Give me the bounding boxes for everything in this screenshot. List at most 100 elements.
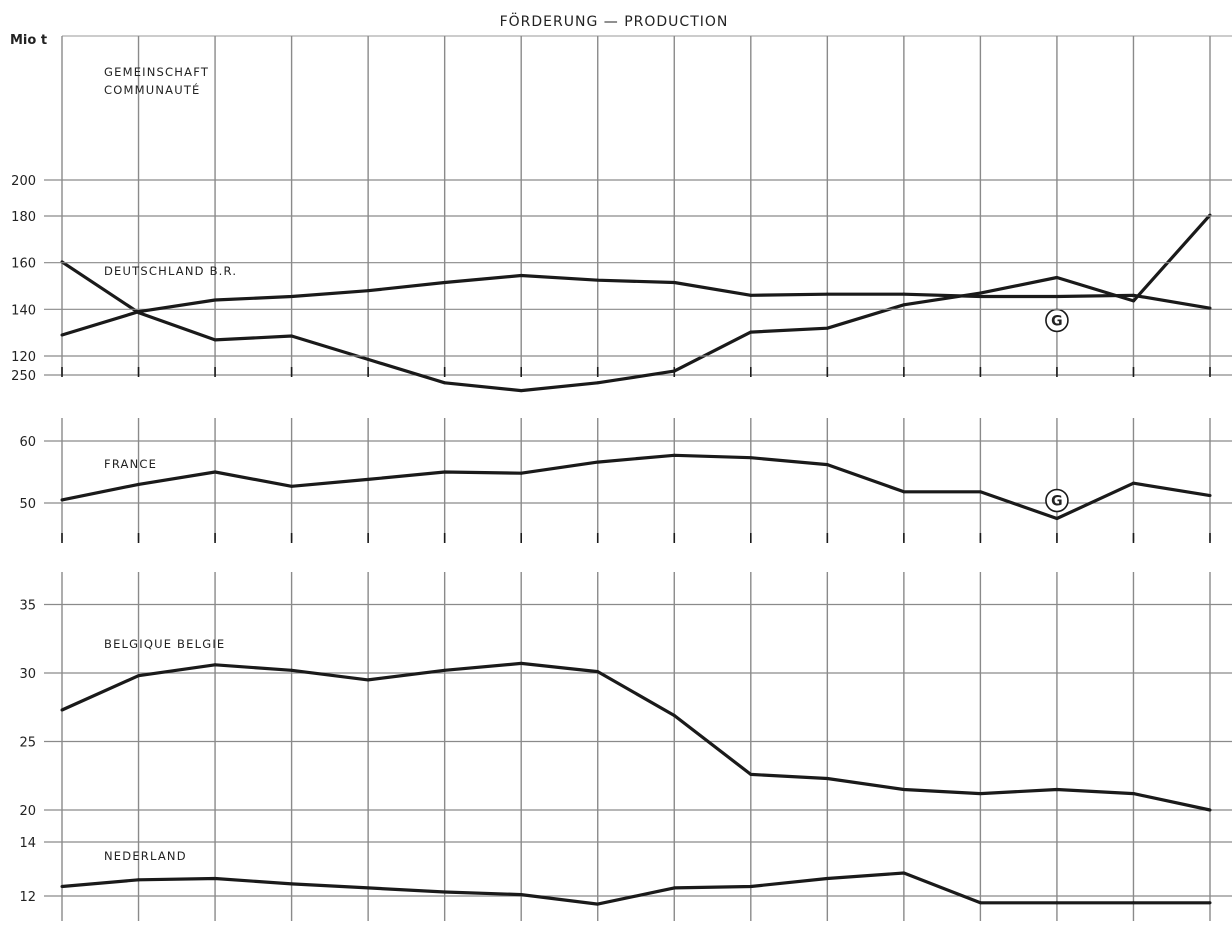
data-point — [213, 338, 217, 342]
data-point — [137, 878, 141, 882]
series-line — [61, 661, 1211, 812]
series-line — [61, 214, 1212, 393]
data-point — [902, 292, 906, 296]
panel-label: COMMUNAUTÉ — [104, 82, 201, 97]
data-point — [137, 310, 141, 314]
data-point — [519, 389, 523, 393]
data-point — [366, 678, 370, 682]
data-point — [1208, 494, 1212, 498]
data-point — [213, 876, 217, 880]
series-line — [61, 453, 1211, 521]
data-point — [978, 490, 982, 494]
panel-3: 50 60 FRANCE G — [19, 435, 1232, 543]
data-point — [290, 295, 294, 298]
data-point — [60, 498, 64, 502]
data-point — [443, 668, 447, 672]
chart-title: FÖRDERUNG — PRODUCTION — [500, 12, 729, 30]
data-point — [749, 456, 753, 460]
data-point — [366, 289, 370, 293]
data-point — [519, 893, 523, 897]
data-point — [902, 490, 906, 494]
annotation-label: G — [1051, 494, 1063, 510]
data-point — [596, 670, 600, 674]
data-point — [749, 330, 753, 334]
data-point — [978, 291, 982, 295]
data-point — [443, 470, 447, 474]
data-point — [443, 890, 447, 894]
data-point — [1131, 901, 1135, 905]
data-point — [443, 381, 447, 385]
data-point — [825, 463, 829, 467]
unit-label: Mio t — [10, 33, 47, 48]
data-point — [213, 298, 217, 302]
data-point — [1208, 901, 1212, 905]
data-point — [825, 776, 829, 780]
data-point — [60, 333, 64, 337]
data-point — [519, 661, 523, 665]
data-point — [60, 708, 64, 712]
y-tick-label: 160 — [11, 257, 36, 272]
data-point — [902, 303, 906, 307]
data-point — [1055, 276, 1059, 279]
annotation-circle — [1045, 488, 1069, 513]
annotation-label: G — [1051, 313, 1063, 329]
data-point — [1131, 299, 1135, 303]
data-point — [519, 471, 523, 475]
panel-label: NEDERLAND — [104, 849, 187, 863]
data-point — [672, 281, 676, 284]
data-point — [749, 772, 753, 776]
data-point — [596, 460, 600, 464]
data-point — [1055, 901, 1059, 905]
data-point — [902, 871, 906, 875]
data-point — [137, 674, 141, 678]
data-point — [137, 482, 141, 486]
data-point — [902, 787, 906, 791]
data-point — [290, 668, 294, 672]
data-point — [290, 882, 294, 886]
y-tick-label: 50 — [19, 497, 36, 512]
panel-5: 12 14 NEDERLAND — [19, 836, 1232, 906]
data-point — [825, 326, 829, 330]
data-point — [596, 902, 600, 906]
series-line — [61, 871, 1210, 906]
data-point — [825, 876, 829, 880]
data-point — [825, 292, 829, 296]
data-point — [672, 886, 676, 890]
y-tick-label: 14 — [19, 836, 36, 851]
y-tick-label: 12 — [19, 890, 36, 905]
y-tick-label: 140 — [11, 303, 36, 318]
y-tick-label: 120 — [11, 350, 36, 365]
data-point — [749, 885, 753, 889]
panel-4: 20 25 30 35 BELGIQUE BELGIE — [19, 599, 1232, 819]
panels-layer: 200 250 GEMEINSCHAFT COMMUNAUTÉ G 120 140 160 18… — [11, 65, 1232, 906]
data-point — [443, 281, 447, 284]
y-tick-label: 180 — [11, 210, 36, 225]
data-point — [1055, 517, 1059, 520]
data-point — [978, 901, 982, 905]
data-point — [1131, 792, 1135, 796]
data-point — [978, 792, 982, 796]
y-tick-label: 20 — [19, 804, 36, 819]
data-point — [213, 470, 217, 474]
y-tick-label: 35 — [19, 599, 36, 614]
data-point — [1208, 306, 1212, 310]
data-point — [366, 357, 370, 361]
data-point — [290, 334, 294, 338]
data-point — [366, 886, 370, 890]
data-point — [672, 713, 676, 717]
data-point — [290, 484, 294, 488]
data-point — [978, 295, 982, 298]
data-point — [749, 293, 753, 297]
panel-label: BELGIQUE BELGIE — [104, 637, 225, 651]
data-point — [213, 663, 217, 667]
data-point — [60, 885, 64, 889]
panel-1: 200 250 GEMEINSCHAFT COMMUNAUTÉ G — [11, 65, 1232, 393]
data-point — [1131, 293, 1135, 297]
data-point — [1208, 808, 1212, 812]
y-tick-label: 250 — [11, 369, 36, 384]
series-line — [61, 273, 1211, 337]
data-point — [519, 274, 523, 277]
data-point — [1055, 787, 1059, 791]
